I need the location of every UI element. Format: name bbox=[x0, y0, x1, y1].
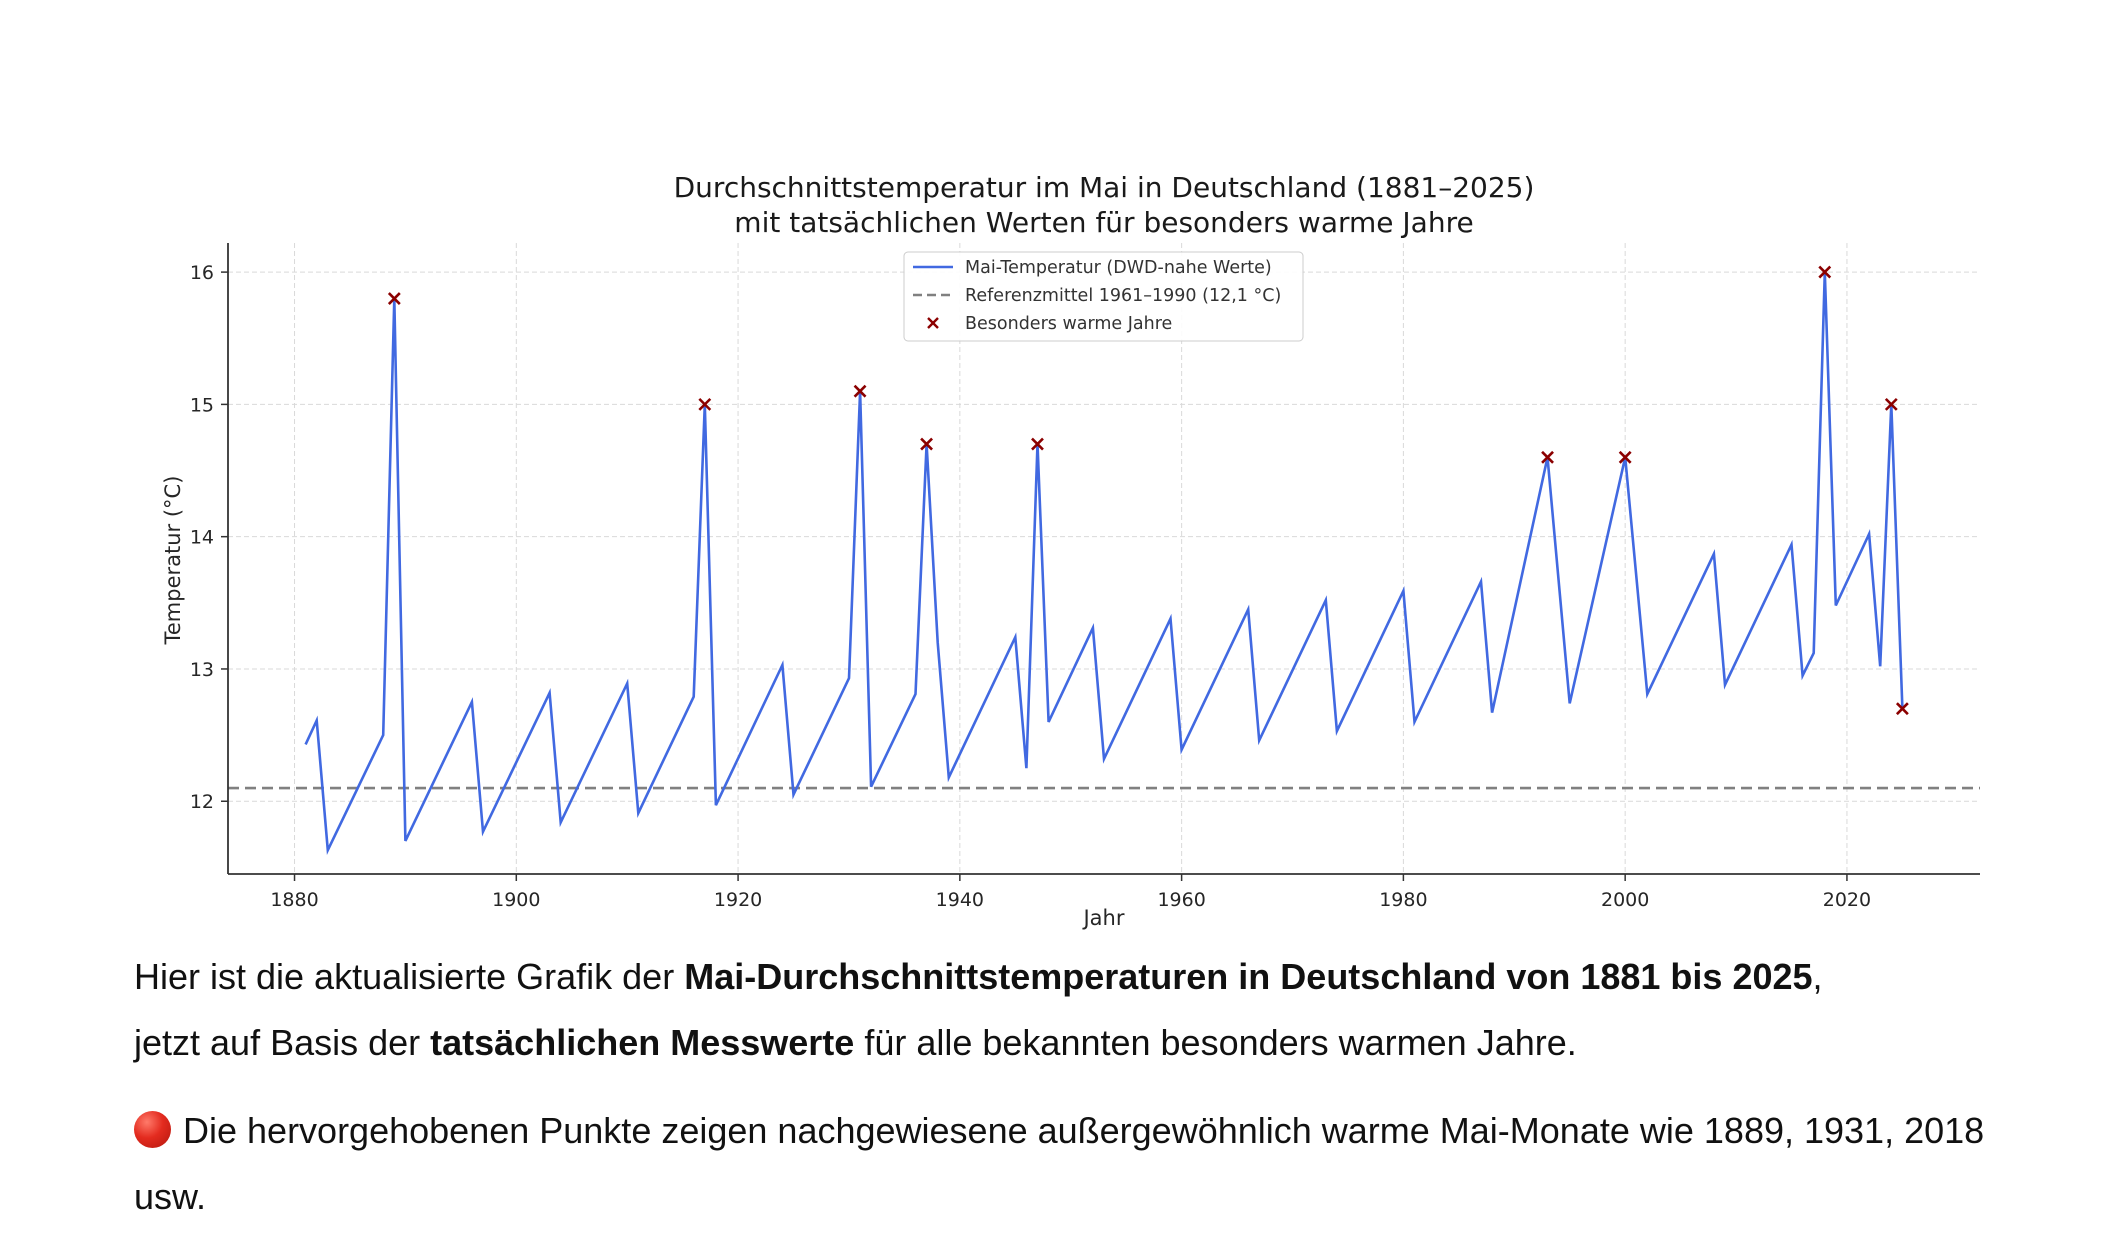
warm-year-marker bbox=[698, 397, 712, 411]
warm-year-marker bbox=[1031, 437, 1044, 451]
marker-stroke bbox=[387, 292, 401, 305]
x-tick-label: 2020 bbox=[1823, 889, 1871, 911]
red-circle-icon bbox=[134, 1111, 171, 1148]
warm-year-marker bbox=[1884, 397, 1898, 411]
x-tick-label: 1960 bbox=[1157, 889, 1205, 911]
x-tick-label: 1920 bbox=[714, 889, 762, 911]
plot-area bbox=[228, 265, 1980, 856]
p1-text-4: für alle bekannten besonders warmen Jahr… bbox=[854, 1022, 1577, 1063]
p2-text: Die hervorgehobenen Punkte zeigen nachge… bbox=[134, 1110, 1985, 1217]
p1-bold-1: Mai-Durchschnittstemperaturen in Deutsch… bbox=[684, 956, 1813, 997]
y-tick-label: 13 bbox=[190, 659, 214, 681]
x-tick-label: 1900 bbox=[492, 889, 540, 911]
marker-stroke bbox=[1031, 437, 1044, 451]
x-tick-label: 1940 bbox=[936, 889, 984, 911]
warm-year-marker bbox=[1895, 702, 1909, 716]
chart-subtitle: mit tatsächlichen Werten für besonders w… bbox=[734, 206, 1473, 239]
paragraph-1: Hier ist die aktualisierte Grafik der Ma… bbox=[134, 944, 2014, 1076]
p1-text-1: Hier ist die aktualisierte Grafik der bbox=[134, 956, 685, 997]
y-tick-label: 16 bbox=[190, 262, 214, 284]
marker-stroke bbox=[1818, 265, 1832, 279]
marker-stroke bbox=[1884, 397, 1898, 411]
x-tick-label: 2000 bbox=[1601, 889, 1649, 911]
response-text: Hier ist die aktualisierte Grafik der Ma… bbox=[134, 944, 2014, 1230]
p1-text-2: , bbox=[1812, 956, 1823, 997]
y-axis-label: Temperatur (°C) bbox=[161, 476, 185, 646]
marker-stroke bbox=[1895, 702, 1909, 716]
warm-year-marker bbox=[920, 437, 934, 451]
tick-labels: 1880 1900 1920 1940 1960 1980 2000 2020 12 13 14 15… bbox=[190, 262, 1871, 911]
y-tick-label: 14 bbox=[190, 527, 214, 549]
paragraph-2: Die hervorgehobenen Punkte zeigen nachge… bbox=[134, 1098, 2014, 1230]
temperature-line bbox=[304, 272, 1904, 856]
temperature-chart: Durchschnittstemperatur im Mai in Deutsc… bbox=[161, 171, 1980, 930]
legend-label: Mai-Temperatur (DWD-nahe Werte) bbox=[965, 258, 1272, 278]
legend-label: Referenzmittel 1961–1990 (12,1 °C) bbox=[965, 286, 1281, 306]
p1-text-3: jetzt auf Basis der bbox=[134, 1022, 431, 1063]
legend: Mai-Temperatur (DWD-nahe Werte) Referenzm… bbox=[903, 251, 1304, 342]
marker-stroke bbox=[853, 384, 867, 398]
warm-year-marker bbox=[1541, 450, 1554, 464]
x-tick-label: 1980 bbox=[1379, 889, 1427, 911]
warm-year-marker bbox=[853, 384, 867, 398]
x-axis-label: Jahr bbox=[1081, 906, 1124, 930]
chart-svg: Durchschnittstemperatur im Mai in Deutsc… bbox=[161, 171, 1980, 930]
warm-year-marker bbox=[1818, 265, 1832, 279]
p1-bold-2: tatsächlichen Messwerte bbox=[430, 1022, 855, 1063]
marker-stroke bbox=[1618, 450, 1632, 464]
marker-stroke bbox=[1541, 450, 1554, 464]
chart-title: Durchschnittstemperatur im Mai in Deutsc… bbox=[674, 171, 1535, 204]
legend-label: Besonders warme Jahre bbox=[965, 314, 1172, 334]
warm-year-marker bbox=[1618, 450, 1632, 464]
y-tick-label: 12 bbox=[190, 791, 214, 813]
y-tick-label: 15 bbox=[190, 394, 214, 416]
marker-stroke bbox=[920, 437, 934, 451]
warm-year-marker bbox=[387, 292, 401, 305]
axes bbox=[227, 243, 1980, 875]
legend-marker-swatch bbox=[927, 317, 939, 329]
legend-box bbox=[903, 251, 1304, 342]
x-tick-label: 1880 bbox=[270, 889, 318, 911]
marker-stroke bbox=[698, 397, 712, 411]
